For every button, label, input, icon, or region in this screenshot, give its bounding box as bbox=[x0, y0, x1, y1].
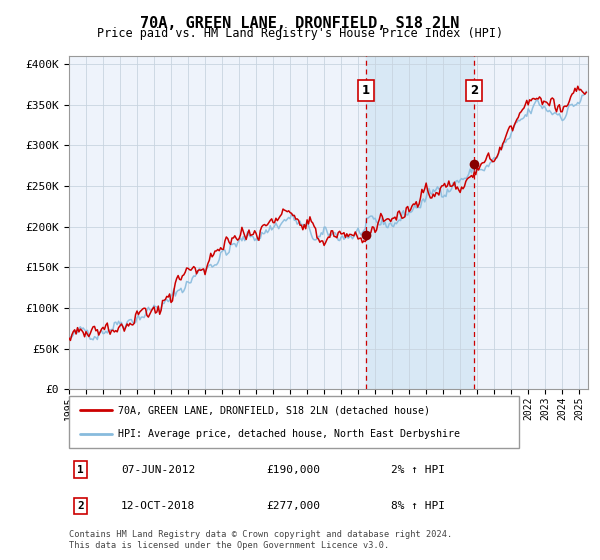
Text: 8% ↑ HPI: 8% ↑ HPI bbox=[391, 501, 445, 511]
Bar bbox=[366, 56, 474, 389]
Text: HPI: Average price, detached house, North East Derbyshire: HPI: Average price, detached house, Nort… bbox=[118, 429, 460, 439]
Text: 70A, GREEN LANE, DRONFIELD, S18 2LN: 70A, GREEN LANE, DRONFIELD, S18 2LN bbox=[140, 16, 460, 31]
Text: Price paid vs. HM Land Registry's House Price Index (HPI): Price paid vs. HM Land Registry's House … bbox=[97, 27, 503, 40]
Text: £190,000: £190,000 bbox=[266, 465, 320, 475]
Text: 07-JUN-2012: 07-JUN-2012 bbox=[121, 465, 195, 475]
Text: Contains HM Land Registry data © Crown copyright and database right 2024.
This d: Contains HM Land Registry data © Crown c… bbox=[69, 530, 452, 550]
Text: £277,000: £277,000 bbox=[266, 501, 320, 511]
FancyBboxPatch shape bbox=[69, 396, 519, 448]
Text: 12-OCT-2018: 12-OCT-2018 bbox=[121, 501, 195, 511]
Text: 1: 1 bbox=[362, 83, 370, 97]
Text: 2: 2 bbox=[77, 501, 84, 511]
Text: 2: 2 bbox=[470, 83, 478, 97]
Text: 70A, GREEN LANE, DRONFIELD, S18 2LN (detached house): 70A, GREEN LANE, DRONFIELD, S18 2LN (det… bbox=[118, 405, 430, 416]
Text: 1: 1 bbox=[77, 465, 84, 475]
Text: 2% ↑ HPI: 2% ↑ HPI bbox=[391, 465, 445, 475]
